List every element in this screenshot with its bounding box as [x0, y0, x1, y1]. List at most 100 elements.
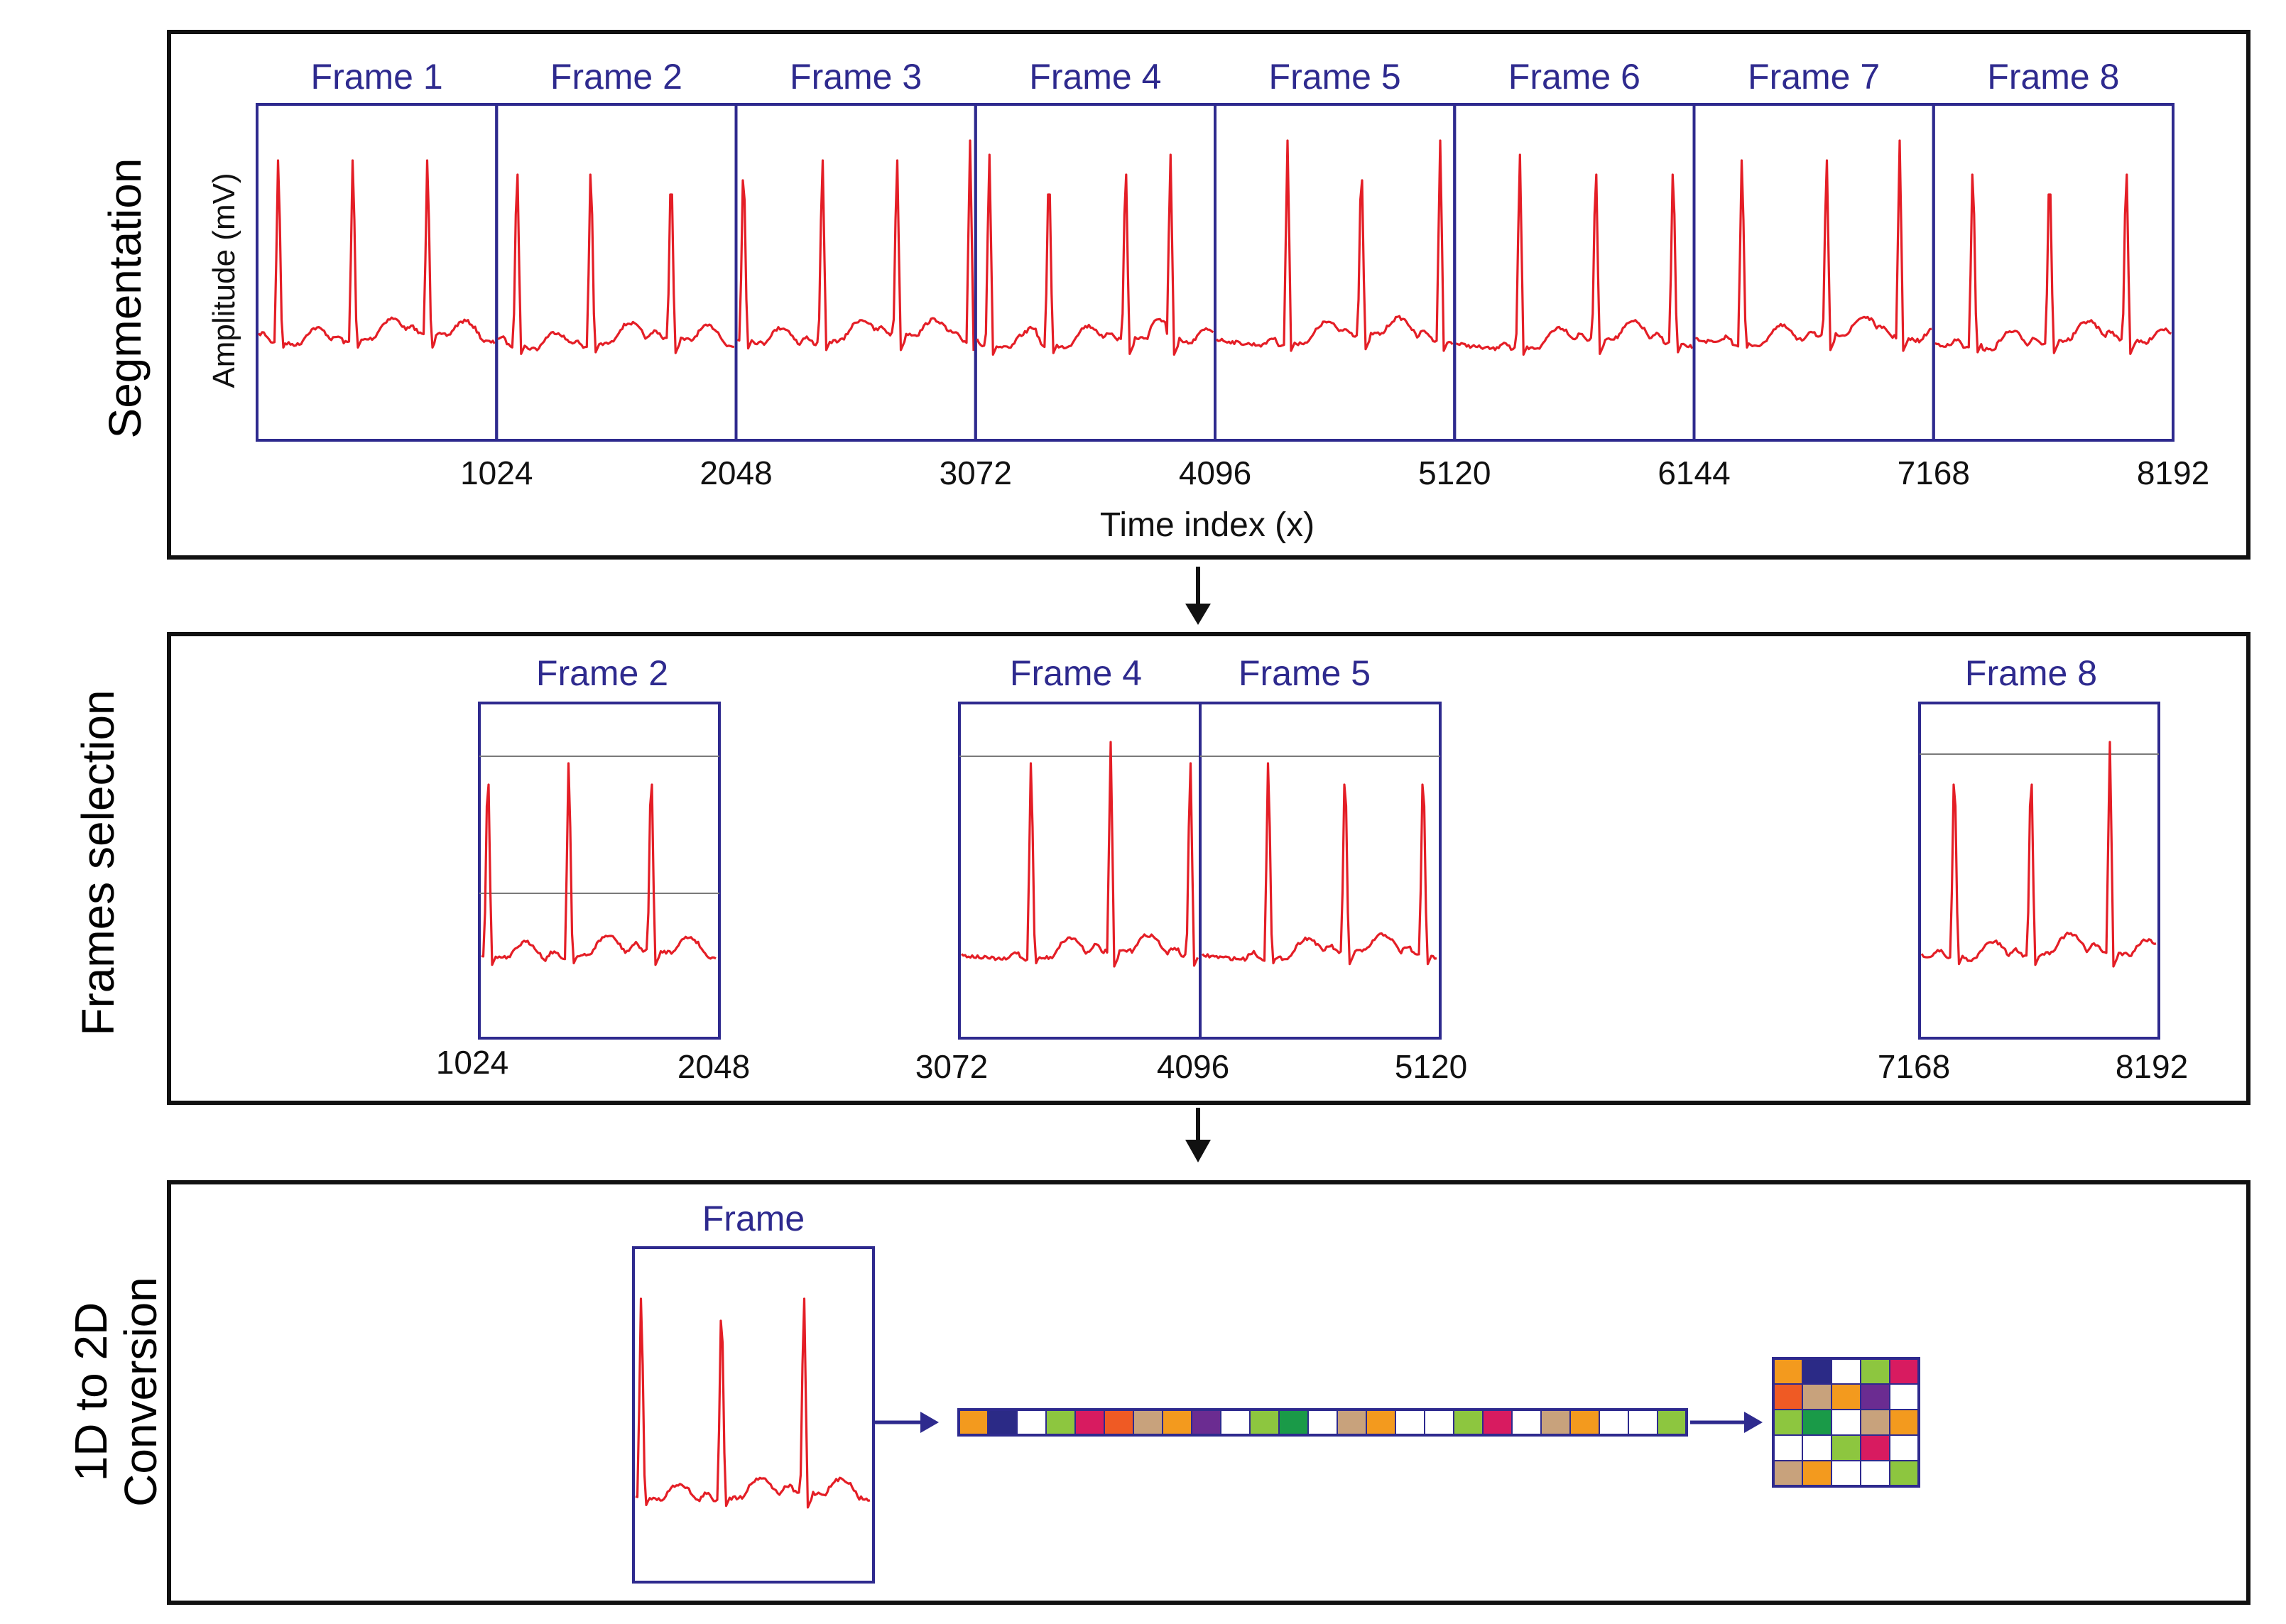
ecg-trace: [960, 741, 1199, 968]
segmentation-tick-label: 7168: [1898, 454, 1970, 491]
vector-cell: [1337, 1409, 1367, 1436]
vector-cell: [1162, 1409, 1192, 1436]
matrix-cell: [1773, 1409, 1803, 1436]
segmentation-tick-label: 1024: [460, 454, 533, 491]
selection-frame-box: [958, 702, 1202, 1040]
matrix-cell: [1802, 1383, 1832, 1410]
matrix-cell: [1889, 1460, 1920, 1487]
segmentation-tick-label: 2048: [700, 454, 772, 491]
vector-cell: [1453, 1409, 1484, 1436]
matrix-cell: [1860, 1409, 1890, 1436]
vector-cell: [1599, 1409, 1629, 1436]
matrix-cell: [1831, 1383, 1861, 1410]
to-matrix-arrow-head: [1744, 1412, 1763, 1433]
segmentation-frame-label: Frame 1: [311, 57, 443, 97]
vector-outline: [957, 1408, 1688, 1437]
vector-cell: [958, 1409, 989, 1436]
segmentation-frames: Frame 1 Frame 2 Frame 3 Frame 4 Frame 5 Frame…: [256, 57, 2175, 442]
vector-cell: [1628, 1409, 1658, 1436]
segmentation-frame-label: Frame 6: [1508, 57, 1640, 97]
vector-cell: [1045, 1409, 1076, 1436]
segmentation-frame-label: Frame 3: [790, 57, 922, 97]
matrix-cell: [1889, 1434, 1920, 1461]
segmentation-tick-label: 5120: [1418, 454, 1491, 491]
selection-title: Frames selection: [72, 690, 124, 1035]
one-d-vector: [957, 1408, 1688, 1437]
down-arrow-1-head: [1185, 604, 1211, 625]
matrix-cell: [1802, 1434, 1832, 1461]
selection-frames: Frame 2 Frame 4 Frame 5 Frame 8: [478, 653, 2160, 1040]
conversion-title-line2: Conversion: [115, 1277, 166, 1507]
matrix-cell: [1831, 1434, 1861, 1461]
segmentation-tick-label: 6144: [1658, 454, 1730, 491]
conversion-panel: [167, 1180, 2250, 1605]
ecg-trace: [976, 153, 1214, 356]
segmentation-title: Segmentation: [99, 158, 151, 439]
selection-tick-label: 3072: [915, 1048, 988, 1085]
conversion-frame: Frame: [632, 1199, 875, 1584]
selection-ticks: 1024 2048 3072 4096 5120 7168 8192: [436, 1044, 2188, 1085]
matrix-cell: [1831, 1358, 1861, 1385]
matrix-cell: [1860, 1383, 1890, 1410]
vector-cell: [1540, 1409, 1571, 1436]
segmentation-frame-box: [734, 103, 977, 442]
conversion-title-line1: 1D to 2D: [65, 1302, 116, 1482]
vector-cell: [1395, 1409, 1425, 1436]
segmentation-tick-label: 8192: [2137, 454, 2209, 491]
vector-cell: [1074, 1409, 1105, 1436]
selection-tick-label: 7168: [1878, 1048, 1950, 1085]
matrix-cell: [1889, 1409, 1920, 1436]
matrix-cell: [1860, 1434, 1890, 1461]
matrix-cell: [1802, 1409, 1832, 1436]
selection-tick-label: 4096: [1157, 1048, 1229, 1085]
segmentation-tick-label: 4096: [1179, 454, 1251, 491]
segmentation-ticks: 1024 2048 3072 4096 5120 6144 7168 8192: [460, 454, 2209, 491]
segmentation-frame-label: Frame 8: [1987, 57, 2119, 97]
segmentation-frame-box: [1932, 103, 2175, 442]
segmentation-tick-label: 3072: [940, 454, 1012, 491]
segmentation-panel: [167, 30, 2250, 560]
ecg-trace: [635, 1297, 871, 1509]
matrix-cell: [1831, 1409, 1861, 1436]
vector-cell: [1307, 1409, 1338, 1436]
selection-frame-label: Frame 5: [1239, 653, 1371, 693]
to-vector-arrow-head: [920, 1412, 939, 1433]
vector-cell: [1133, 1409, 1163, 1436]
segmentation-frame-box: [256, 103, 499, 442]
vector-cell: [1569, 1409, 1600, 1436]
down-arrow-2-head: [1185, 1140, 1211, 1162]
y-axis-label: Amplitude (mV): [207, 173, 241, 388]
ecg-trace: [1695, 139, 1932, 352]
selection-tick-label: 5120: [1395, 1048, 1467, 1085]
vector-cell: [1657, 1409, 1687, 1436]
segmentation-frame-box: [495, 103, 738, 442]
vector-cell: [1278, 1409, 1309, 1436]
segmentation-frame-box: [1453, 103, 1696, 442]
selection-tick-label: 1024: [436, 1044, 508, 1081]
ecg-trace: [1201, 762, 1437, 966]
vector-cell: [1016, 1409, 1047, 1436]
matrix-cell: [1773, 1434, 1803, 1461]
segmentation-frame-label: Frame 5: [1269, 57, 1401, 97]
matrix-cell: [1889, 1383, 1920, 1410]
selection-frame-label: Frame 8: [1965, 653, 2097, 693]
ecg-trace: [481, 762, 717, 966]
segmentation-frame-box: [974, 103, 1217, 442]
vector-cell: [1366, 1409, 1396, 1436]
ecg-trace: [257, 159, 496, 349]
ecg-trace: [1455, 153, 1694, 356]
conversion-frame-label: Frame: [702, 1199, 805, 1238]
vector-cell: [987, 1409, 1018, 1436]
matrix-cell: [1773, 1358, 1803, 1385]
vector-cell: [1191, 1409, 1221, 1436]
segmentation-frame-label: Frame 7: [1748, 57, 1880, 97]
two-d-matrix: [1772, 1357, 1920, 1488]
vector-cell: [1220, 1409, 1251, 1436]
vector-cell: [1424, 1409, 1454, 1436]
x-axis-label: Time index (x): [1100, 506, 1315, 544]
matrix-cell: [1802, 1460, 1832, 1487]
selection-panel: [167, 632, 2250, 1105]
matrix-cell: [1889, 1358, 1920, 1385]
matrix-cell: [1773, 1460, 1803, 1487]
